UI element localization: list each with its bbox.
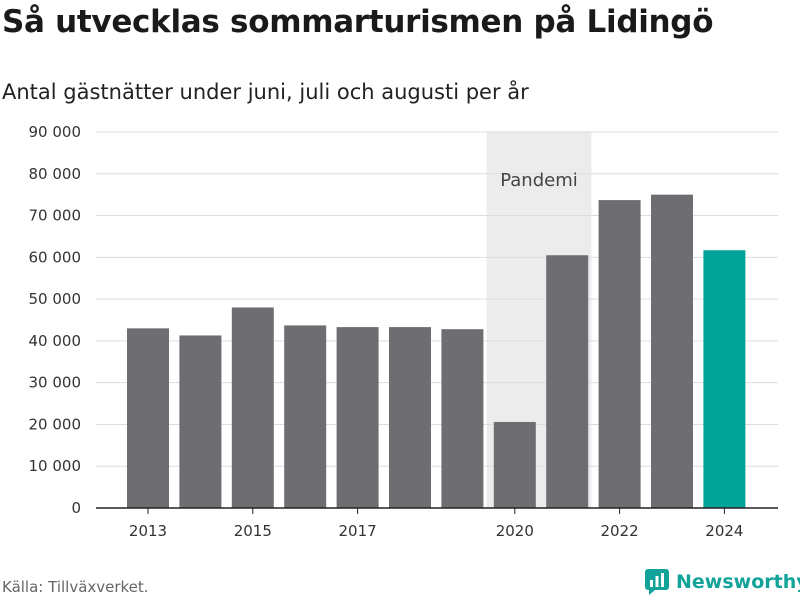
y-tick-label: 10 000 [29, 457, 82, 475]
bar-2017 [336, 327, 379, 508]
y-tick-label: 80 000 [29, 165, 82, 183]
bar-2019 [441, 329, 484, 508]
x-tick-label: 2015 [234, 522, 272, 540]
x-tick-label: 2017 [339, 522, 377, 540]
axis-layer [96, 507, 778, 514]
newsworthy-icon [645, 569, 669, 595]
source-note: Källa: Tillväxverket. [2, 578, 149, 596]
y-tick-label: 90 000 [29, 123, 82, 141]
bar-2015 [231, 307, 274, 508]
bar-2024 [703, 250, 746, 508]
y-tick-label: 30 000 [29, 374, 82, 392]
x-tick-label: 2013 [129, 522, 167, 540]
y-tick-label: 70 000 [29, 207, 82, 225]
y-tick-label: 60 000 [29, 248, 82, 266]
brand-name: Newsworthy [676, 571, 800, 593]
x-tick-label: 2020 [496, 522, 534, 540]
y-tick-label: 0 [71, 499, 81, 517]
bar-2023 [651, 194, 693, 508]
label-layer: Pandemi 0 10 000 20 000 30 000 40 000 50 000 60… [29, 123, 744, 540]
bar-2014 [179, 335, 222, 508]
bar-layer [127, 194, 746, 508]
y-tick-label: 20 000 [29, 415, 82, 433]
y-tick-label: 50 000 [29, 290, 82, 308]
y-tick-label: 40 000 [29, 332, 82, 350]
bar-2018 [389, 327, 431, 508]
chart-subtitle: Antal gästnätter under juni, juli och au… [2, 80, 529, 104]
chart-title: Så utvecklas sommarturismen på Lidingö [2, 4, 714, 40]
bar-2016 [284, 325, 327, 508]
x-tick-label: 2022 [601, 522, 639, 540]
brand-logo[interactable]: Newsworthy [644, 568, 800, 596]
bar-chart: Pandemi 0 10 000 20 000 30 000 40 000 50 000 60… [29, 123, 778, 540]
x-tick-label: 2024 [705, 522, 743, 540]
bar-2013 [127, 328, 169, 508]
bar-2020 [493, 421, 536, 508]
pandemic-label: Pandemi [500, 170, 578, 191]
bar-2021 [546, 255, 589, 508]
bar-2022 [598, 200, 641, 508]
